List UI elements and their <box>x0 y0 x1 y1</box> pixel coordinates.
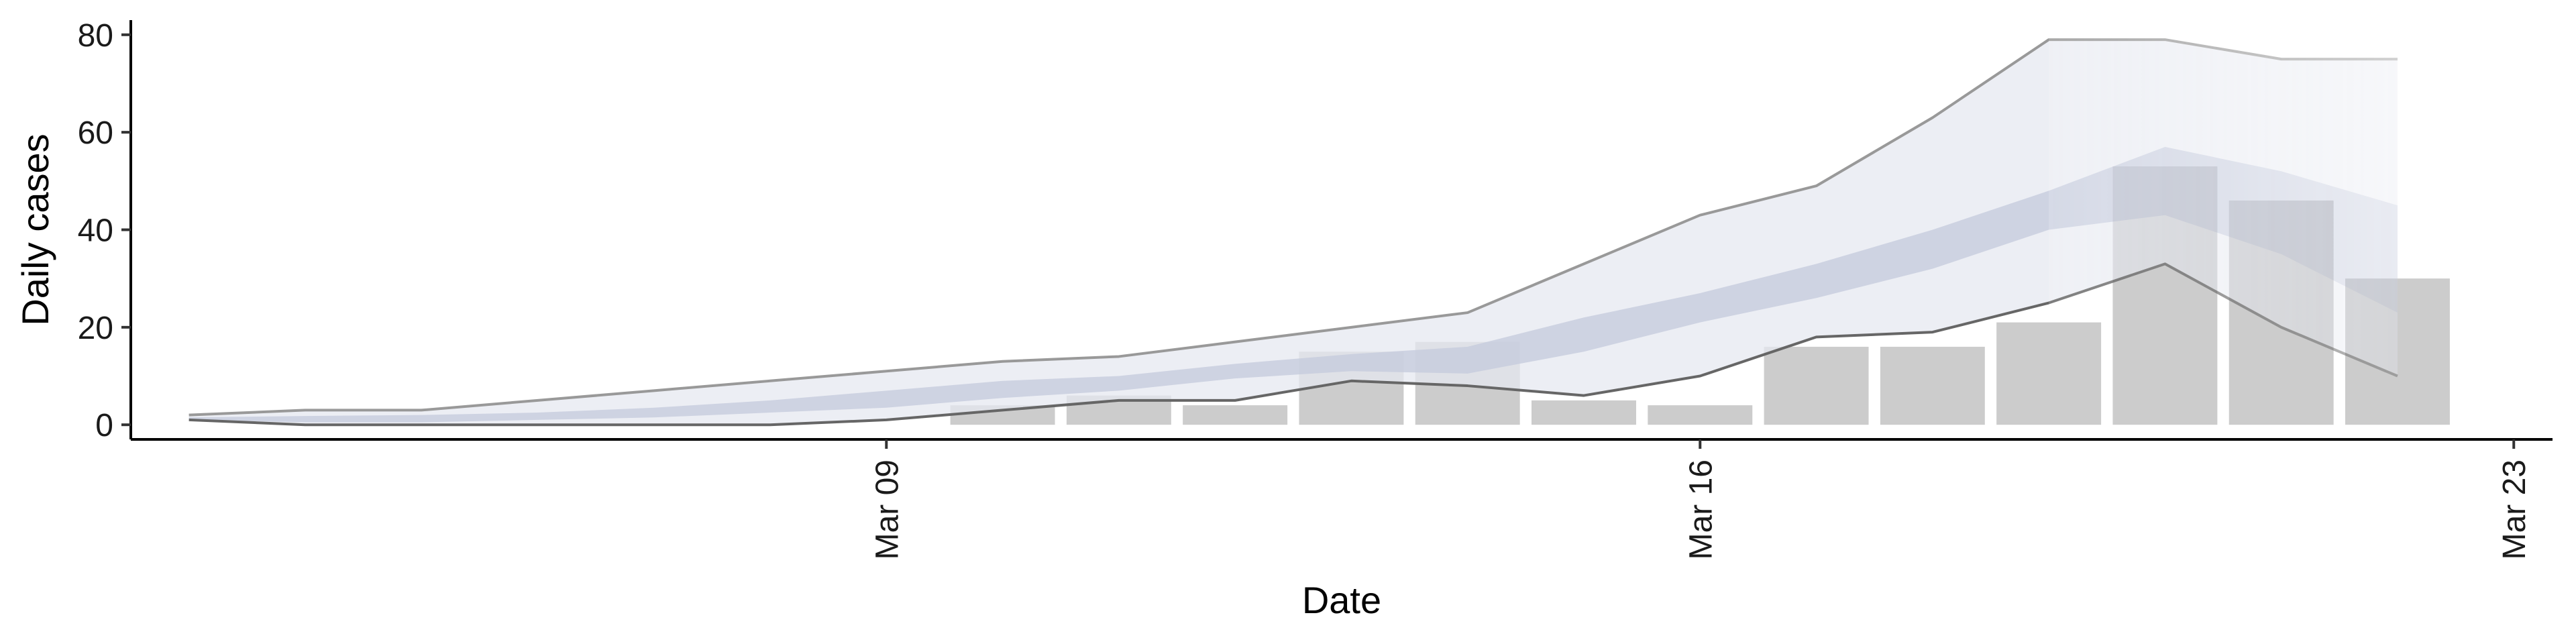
bar-2020-03-16 <box>1648 405 1753 425</box>
axes: 0 20 40 60 80 Mar 09 Mar 16 Mar 23 <box>78 18 2553 559</box>
bar-2020-03-18 <box>1880 346 1985 425</box>
x-axis-title: Date <box>1302 579 1381 621</box>
bar-2020-03-17 <box>1764 346 1869 425</box>
y-tick-label-60: 60 <box>78 115 113 151</box>
bar-2020-03-19 <box>1996 322 2102 425</box>
y-tick-label-0: 0 <box>95 408 113 443</box>
y-tick-label-40: 40 <box>78 213 113 249</box>
x-tick-label-2020-03-16: Mar 16 <box>1683 460 1719 559</box>
y-tick-label-80: 80 <box>78 18 113 54</box>
upper-bound-line <box>189 38 2398 417</box>
band-90 <box>189 40 2398 425</box>
y-tick-label-20: 20 <box>78 311 113 346</box>
bar-2020-03-15 <box>1532 400 1636 425</box>
x-tick-label-2020-03-23: Mar 23 <box>2497 460 2532 559</box>
band-50 <box>189 146 2398 423</box>
x-tick-label-2020-03-09: Mar 09 <box>869 460 905 559</box>
estimate-layer <box>189 38 2398 427</box>
y-axis-title: Daily cases <box>14 133 56 325</box>
lower-bound-line <box>189 262 2398 427</box>
bar-2020-03-12 <box>1183 405 1288 425</box>
